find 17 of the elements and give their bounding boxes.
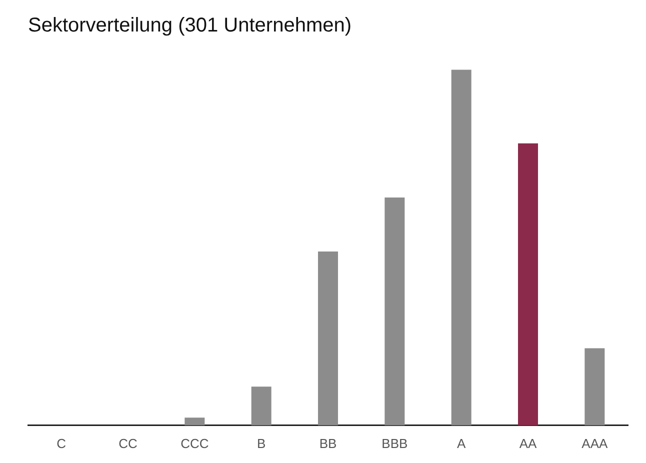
x-tick-label: C xyxy=(56,436,66,451)
bar xyxy=(318,252,338,426)
x-tick-label: AAA xyxy=(582,436,608,451)
bar xyxy=(384,197,405,426)
chart-title: Sektorverteilung (301 Unternehmen) xyxy=(28,14,352,37)
x-tick-label: BB xyxy=(319,436,337,451)
bar xyxy=(518,143,538,426)
bar xyxy=(451,70,472,426)
bar xyxy=(184,418,205,426)
x-tick-label: BBB xyxy=(382,436,408,451)
x-tick-label: A xyxy=(456,436,466,451)
bar xyxy=(584,348,605,426)
x-tick-label: B xyxy=(256,436,266,451)
bar xyxy=(251,386,272,426)
x-tick-label: CCC xyxy=(180,436,209,451)
x-tick-label: CC xyxy=(118,436,138,451)
x-tick-label: AA xyxy=(519,436,537,451)
